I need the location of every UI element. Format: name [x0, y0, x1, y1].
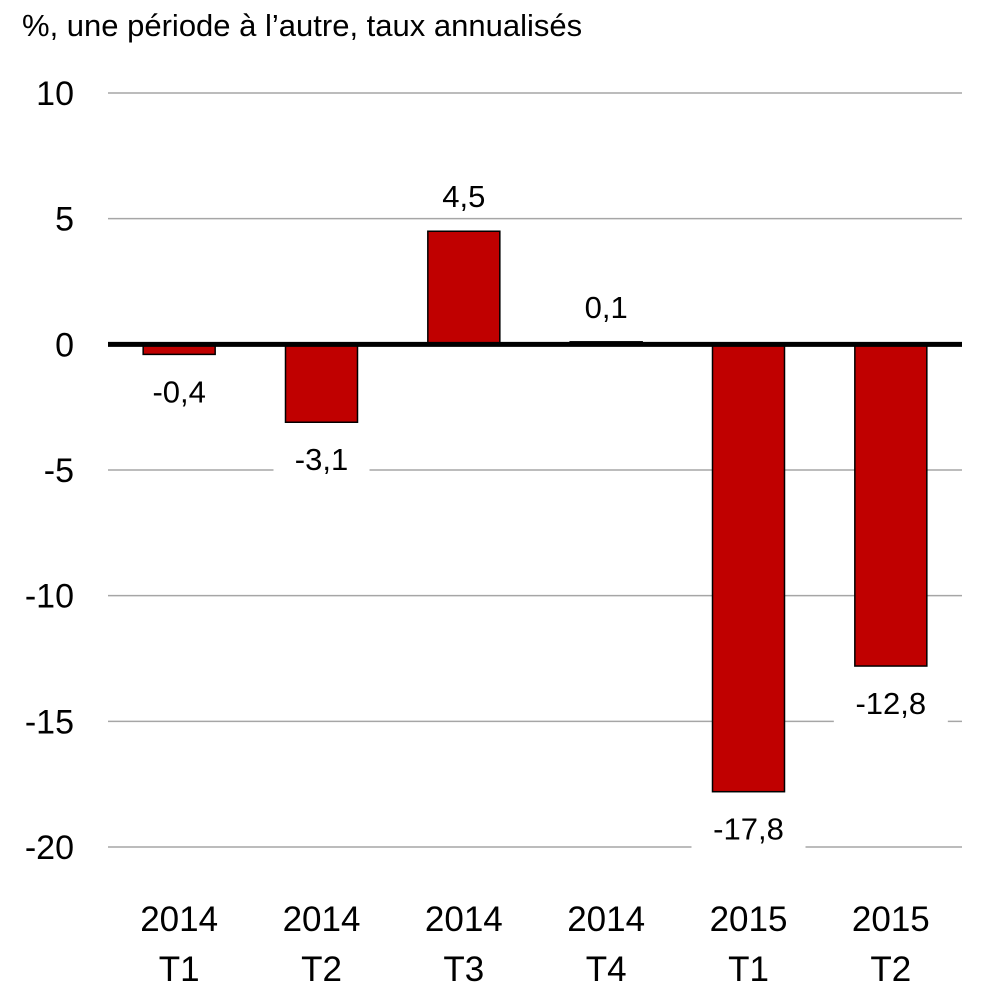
- bar: [854, 343, 928, 667]
- x-tick-label-quarter: T1: [728, 950, 769, 989]
- x-tick-label-year: 2014: [140, 900, 218, 939]
- y-tick-label: 0: [55, 326, 74, 364]
- value-label-background: [567, 285, 646, 328]
- value-label-background: [691, 807, 806, 850]
- y-tick-label: 5: [55, 201, 74, 239]
- value-label: -12,8: [855, 686, 926, 721]
- x-tick-label-quarter: T3: [443, 950, 484, 989]
- bar: [284, 343, 359, 423]
- x-tick-label-quarter: T4: [586, 950, 627, 989]
- value-label: 4,5: [442, 179, 485, 214]
- value-label: -0,4: [152, 374, 205, 409]
- x-tick-label-year: 2015: [710, 900, 788, 939]
- x-tick-label-quarter: T2: [301, 950, 342, 989]
- x-tick-label-year: 2015: [852, 900, 930, 939]
- value-labels: -0,4 -3,1 4,5 0,1 -17,8 -12,8: [131, 175, 948, 850]
- x-tick-label-year: 2014: [425, 900, 503, 939]
- value-label: -17,8: [713, 812, 784, 847]
- value-label-background: [833, 682, 948, 725]
- bar: [711, 343, 786, 793]
- x-tick-label-quarter: T2: [870, 950, 911, 989]
- value-label-background: [273, 438, 370, 481]
- y-axis-ticks: 10 5 0 -5 -10 -15 -20: [25, 75, 74, 867]
- value-label-background: [424, 175, 503, 218]
- y-tick-label: -15: [25, 703, 74, 741]
- y-axis-unit-label: %, une période à l’autre, taux annualisé…: [22, 8, 583, 43]
- value-label: 0,1: [585, 290, 628, 325]
- bar: [427, 230, 501, 346]
- y-tick-label: 10: [36, 75, 74, 113]
- gridlines: [108, 92, 962, 848]
- value-label: -3,1: [295, 442, 348, 477]
- y-tick-label: -10: [25, 578, 74, 616]
- x-axis-labels: 2014 T1 2014 T2 2014 T3 2014 T4 2015 T1 2015 T2: [140, 900, 930, 989]
- x-tick-label-year: 2014: [283, 900, 361, 939]
- y-tick-label: -5: [44, 452, 74, 490]
- value-label-background: [131, 370, 228, 413]
- x-tick-label-quarter: T1: [159, 950, 200, 989]
- x-tick-label-year: 2014: [567, 900, 645, 939]
- bars: [142, 230, 928, 793]
- y-tick-label: -20: [25, 829, 74, 867]
